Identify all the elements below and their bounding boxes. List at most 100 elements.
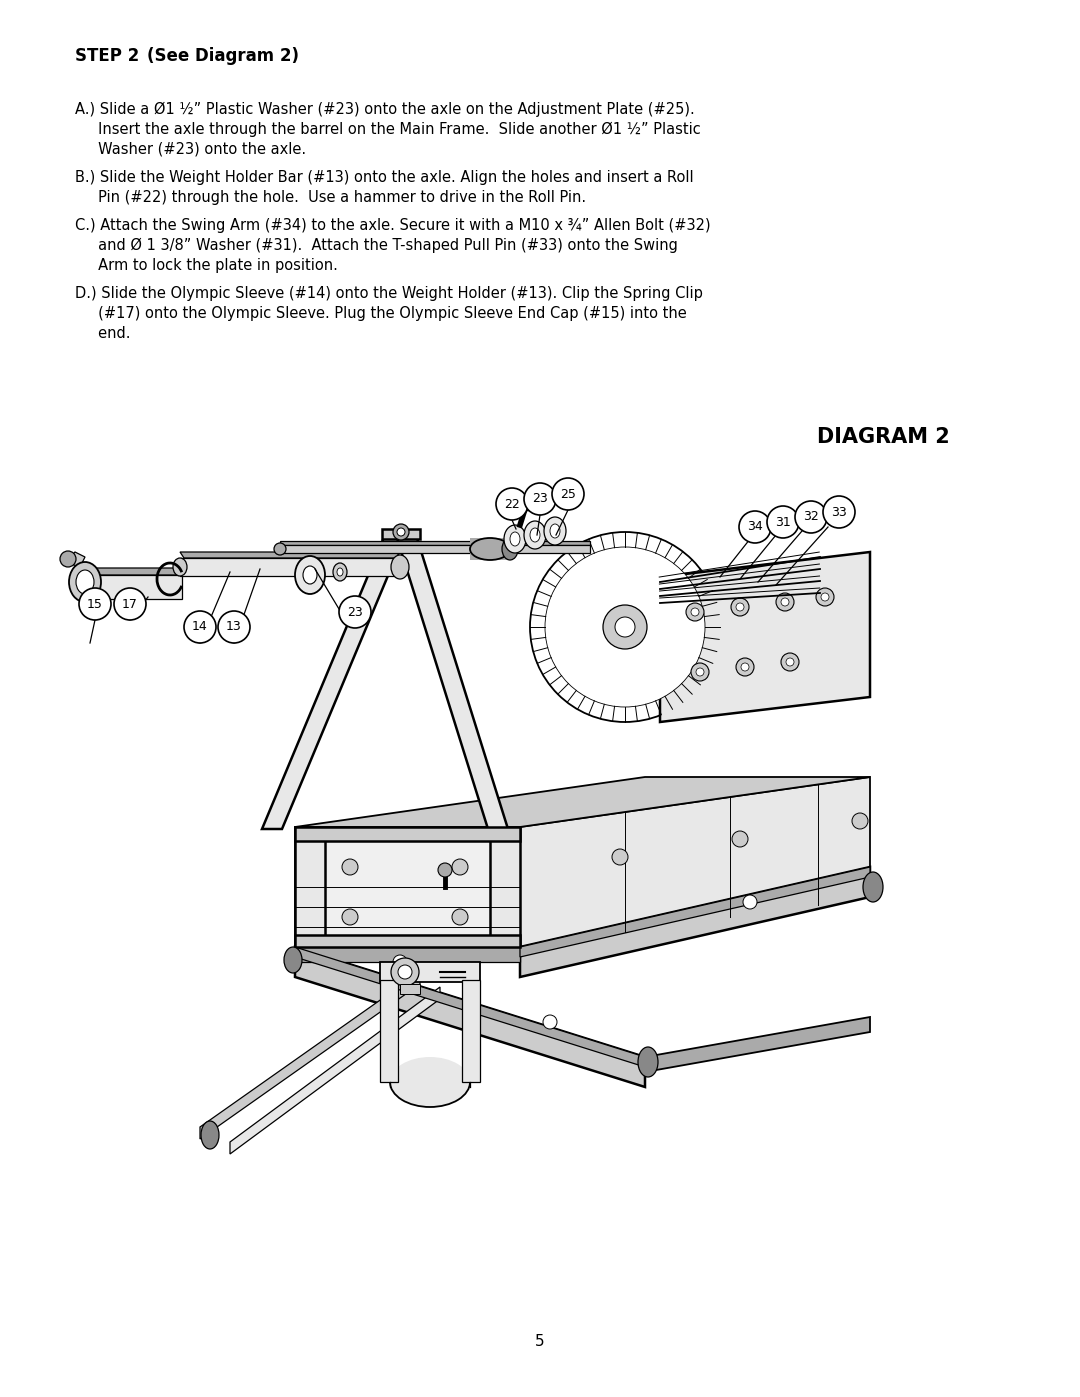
Polygon shape — [200, 972, 420, 1139]
Ellipse shape — [524, 521, 546, 549]
Polygon shape — [180, 552, 403, 557]
Ellipse shape — [638, 1046, 658, 1077]
Ellipse shape — [69, 562, 102, 602]
Text: (See Diagram 2): (See Diagram 2) — [147, 47, 299, 66]
Circle shape — [114, 588, 146, 620]
Circle shape — [852, 813, 868, 828]
Ellipse shape — [550, 524, 561, 538]
Polygon shape — [380, 981, 399, 1083]
Ellipse shape — [303, 566, 318, 584]
Text: Arm to lock the plate in position.: Arm to lock the plate in position. — [75, 258, 338, 272]
Text: A.) Slide a Ø1 ½” Plastic Washer (#23) onto the axle on the Adjustment Plate (#2: A.) Slide a Ø1 ½” Plastic Washer (#23) o… — [75, 102, 694, 117]
Circle shape — [543, 1016, 557, 1030]
Circle shape — [735, 658, 754, 676]
Text: 33: 33 — [832, 506, 847, 518]
Polygon shape — [295, 827, 519, 947]
Ellipse shape — [470, 538, 510, 560]
Text: 22: 22 — [504, 497, 519, 510]
Polygon shape — [519, 868, 870, 957]
Circle shape — [339, 597, 372, 629]
Circle shape — [732, 831, 748, 847]
Circle shape — [496, 488, 528, 520]
Polygon shape — [490, 827, 519, 947]
Polygon shape — [519, 777, 870, 947]
Text: 32: 32 — [804, 510, 819, 524]
Circle shape — [612, 849, 627, 865]
Circle shape — [767, 506, 799, 538]
Polygon shape — [87, 569, 185, 576]
Circle shape — [821, 592, 829, 601]
Text: C.) Attach the Swing Arm (#34) to the axle. Secure it with a M10 x ¾” Allen Bolt: C.) Attach the Swing Arm (#34) to the ax… — [75, 218, 711, 233]
Polygon shape — [230, 988, 440, 1154]
Text: and Ø 1 3/8” Washer (#31).  Attach the T-shaped Pull Pin (#33) onto the Swing: and Ø 1 3/8” Washer (#31). Attach the T-… — [75, 237, 678, 253]
Text: 15: 15 — [87, 598, 103, 610]
Polygon shape — [65, 552, 85, 567]
Text: 13: 13 — [226, 620, 242, 633]
Circle shape — [777, 592, 794, 610]
Circle shape — [731, 598, 750, 616]
Ellipse shape — [544, 517, 566, 545]
Circle shape — [524, 483, 556, 515]
Circle shape — [545, 548, 705, 707]
Ellipse shape — [863, 872, 883, 902]
Polygon shape — [396, 535, 508, 828]
Circle shape — [393, 524, 409, 541]
Circle shape — [781, 598, 789, 606]
Polygon shape — [295, 935, 519, 947]
Text: 14: 14 — [192, 620, 207, 633]
Text: Pin (#22) through the hole.  Use a hammer to drive in the Roll Pin.: Pin (#22) through the hole. Use a hammer… — [75, 190, 586, 205]
Ellipse shape — [173, 557, 187, 576]
Ellipse shape — [390, 1058, 470, 1106]
Ellipse shape — [284, 947, 302, 972]
Polygon shape — [400, 983, 420, 995]
Polygon shape — [380, 963, 480, 982]
Circle shape — [60, 550, 76, 567]
Ellipse shape — [530, 528, 540, 542]
Text: DIAGRAM 2: DIAGRAM 2 — [818, 427, 950, 447]
Circle shape — [786, 658, 794, 666]
Polygon shape — [660, 552, 870, 722]
Polygon shape — [180, 557, 395, 576]
Text: 17: 17 — [122, 598, 138, 610]
Ellipse shape — [333, 563, 347, 581]
Text: 25: 25 — [561, 488, 576, 500]
Polygon shape — [295, 777, 870, 827]
Polygon shape — [382, 529, 420, 539]
Text: 23: 23 — [347, 605, 363, 619]
Circle shape — [691, 664, 708, 680]
Circle shape — [342, 909, 357, 925]
Circle shape — [393, 956, 407, 970]
Circle shape — [615, 617, 635, 637]
Polygon shape — [280, 541, 590, 545]
Ellipse shape — [201, 1120, 219, 1148]
Text: D.) Slide the Olympic Sleeve (#14) onto the Weight Holder (#13). Clip the Spring: D.) Slide the Olympic Sleeve (#14) onto … — [75, 286, 703, 300]
Circle shape — [391, 958, 419, 986]
Polygon shape — [295, 827, 519, 841]
Polygon shape — [295, 947, 519, 963]
Circle shape — [274, 543, 286, 555]
Circle shape — [735, 604, 744, 610]
Ellipse shape — [502, 538, 518, 560]
Text: 31: 31 — [775, 515, 791, 528]
Circle shape — [397, 528, 405, 536]
Text: 5: 5 — [536, 1334, 544, 1350]
Ellipse shape — [504, 525, 526, 553]
Circle shape — [530, 532, 720, 722]
Text: end.: end. — [75, 326, 131, 341]
Text: 23: 23 — [532, 493, 548, 506]
Ellipse shape — [295, 556, 325, 594]
Circle shape — [342, 859, 357, 875]
Polygon shape — [86, 576, 183, 599]
Circle shape — [79, 588, 111, 620]
Ellipse shape — [391, 555, 409, 578]
Circle shape — [184, 610, 216, 643]
Circle shape — [399, 965, 411, 979]
Polygon shape — [295, 947, 645, 1087]
Polygon shape — [470, 538, 510, 560]
Circle shape — [438, 863, 453, 877]
Circle shape — [816, 588, 834, 606]
Circle shape — [743, 895, 757, 909]
Circle shape — [741, 664, 750, 671]
Ellipse shape — [76, 570, 94, 594]
Polygon shape — [462, 981, 480, 1083]
